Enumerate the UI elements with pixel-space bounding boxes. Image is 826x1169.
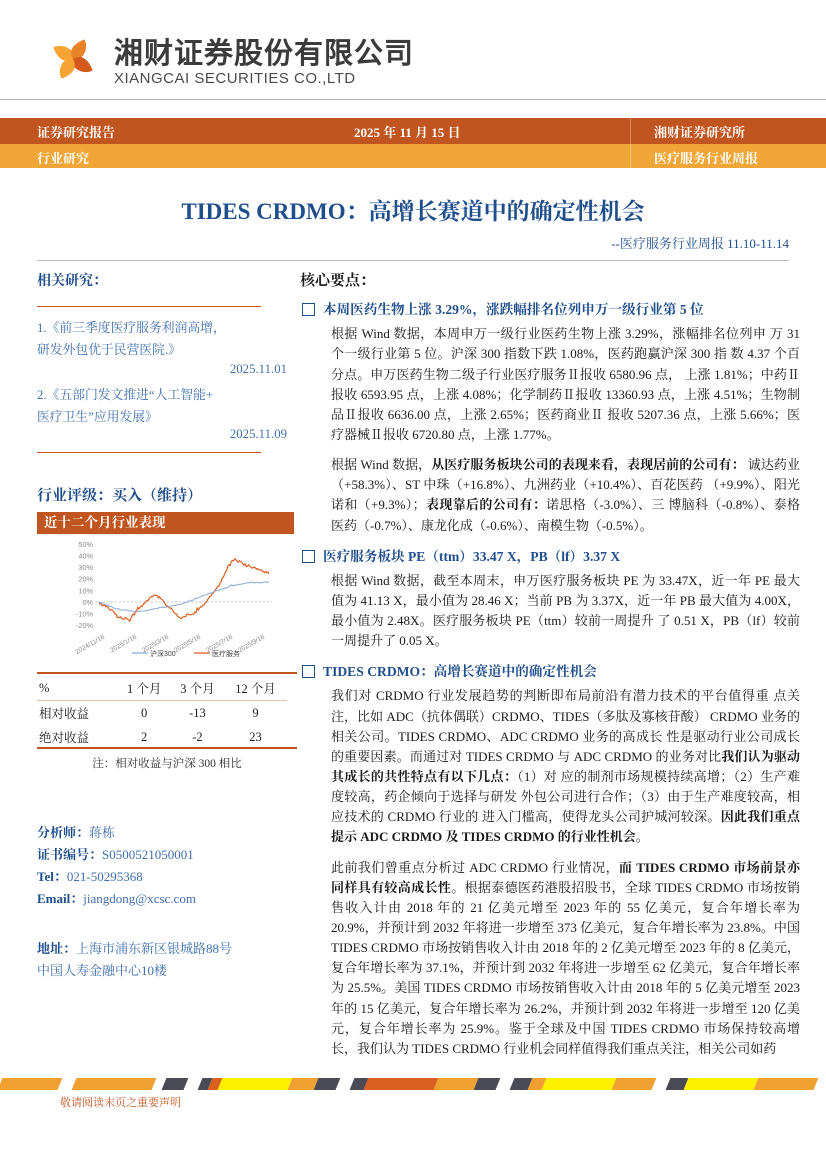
svg-text:40%: 40% <box>78 552 93 561</box>
svg-text:2025/9/16: 2025/9/16 <box>237 634 266 655</box>
svg-text:10%: 10% <box>78 586 93 595</box>
svg-text:20%: 20% <box>78 575 93 584</box>
svg-text:50%: 50% <box>78 540 93 549</box>
svg-text:-10%: -10% <box>76 609 94 618</box>
svg-text:医疗服务: 医疗服务 <box>212 649 240 658</box>
svg-text:2025/5/16: 2025/5/16 <box>173 634 202 655</box>
svg-text:2025/1/16: 2025/1/16 <box>109 634 138 655</box>
svg-text:-20%: -20% <box>76 621 94 630</box>
svg-text:2024/11/16: 2024/11/16 <box>74 634 106 656</box>
svg-text:0%: 0% <box>82 598 93 607</box>
svg-text:30%: 30% <box>78 563 93 572</box>
svg-text:沪深300: 沪深300 <box>150 649 176 658</box>
